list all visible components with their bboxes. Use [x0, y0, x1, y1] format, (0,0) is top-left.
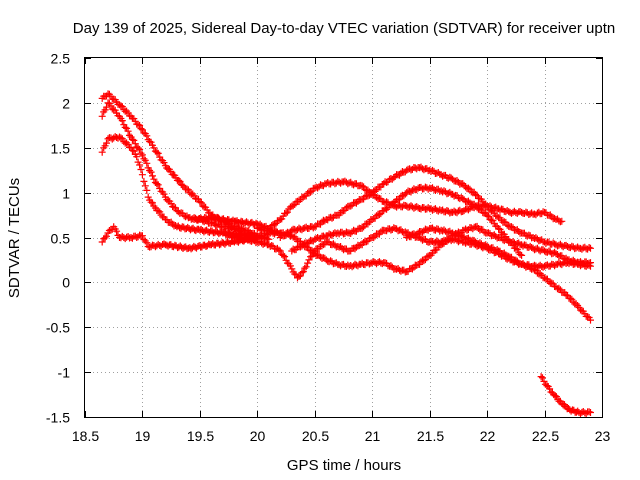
x-tick-label: 19.5	[187, 428, 214, 444]
grid-lines	[85, 58, 602, 417]
series-track-i	[253, 222, 594, 276]
x-tick-label: 21.5	[417, 428, 444, 444]
series-track-c	[98, 133, 261, 242]
y-tick-label: 0.5	[51, 231, 71, 247]
x-tick-label: 19	[135, 428, 151, 444]
y-tick-labels: -1.5 -1 -0.5 0 0.5 1 1.5 2 2.5	[46, 51, 70, 426]
series-track-j	[403, 224, 594, 324]
y-tick-label: -1.5	[46, 410, 70, 426]
plot-frame	[84, 57, 603, 418]
series-markers	[288, 183, 526, 259]
axis-ticks	[85, 58, 603, 418]
x-tick-label: 22	[480, 428, 496, 444]
y-tick-label: -1	[58, 365, 71, 381]
data-points	[98, 90, 594, 418]
series-track-f	[276, 163, 594, 253]
series-markers	[403, 224, 594, 324]
y-tick-label: 0	[62, 275, 70, 291]
y-tick-label: 1	[62, 186, 70, 202]
series-markers	[98, 133, 261, 242]
x-tick-label: 20.5	[302, 428, 329, 444]
series-markers	[98, 223, 284, 253]
x-tick-labels: 18.5 19 19.5 20 20.5 21 21.5 22 22.5 23	[72, 428, 611, 444]
x-tick-label: 20	[250, 428, 266, 444]
series-markers	[253, 222, 594, 276]
series-markers	[537, 373, 594, 418]
y-tick-label: 2.5	[51, 51, 71, 67]
x-tick-label: 21	[365, 428, 381, 444]
x-tick-label: 22.5	[532, 428, 559, 444]
series-track-d	[98, 223, 284, 253]
y-tick-label: -0.5	[46, 320, 70, 336]
y-axis-title: SDTVAR / TECUs	[6, 178, 23, 298]
y-tick-label: 1.5	[51, 141, 71, 157]
x-tick-label: 18.5	[72, 428, 99, 444]
x-tick-label: 23	[595, 428, 611, 444]
series-track-g	[288, 183, 526, 259]
chart-title: Day 139 of 2025, Sidereal Day-to-day VTE…	[73, 20, 615, 37]
series-track-k	[537, 373, 594, 418]
y-tick-label: 2	[62, 96, 70, 112]
x-axis-title: GPS time / hours	[287, 457, 401, 474]
series-markers	[276, 163, 594, 253]
